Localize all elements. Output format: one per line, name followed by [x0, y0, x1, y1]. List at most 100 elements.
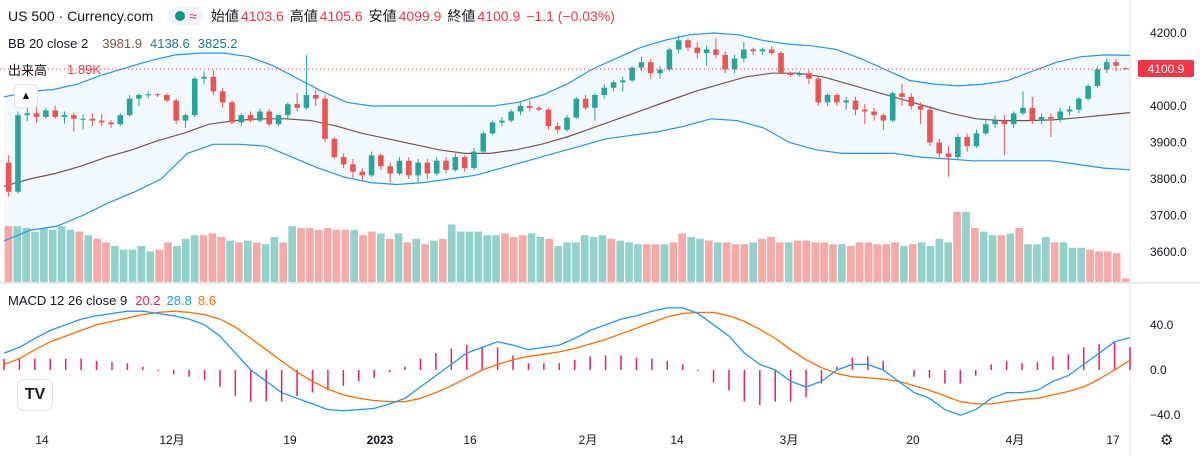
- volume-bar: [669, 242, 678, 282]
- candle-body: [71, 115, 77, 119]
- candle-body: [52, 110, 58, 117]
- candle-body: [98, 120, 105, 123]
- volume-bar: [48, 229, 57, 282]
- candle-body: [499, 120, 505, 123]
- gear-icon[interactable]: ⚙: [1160, 432, 1174, 449]
- price-axis-tick: 3600.0: [1150, 245, 1187, 259]
- volume-bar: [838, 244, 846, 282]
- candle-body: [1085, 85, 1091, 99]
- candle-body: [750, 49, 756, 52]
- candle-body: [955, 137, 961, 158]
- macd-axis-tick: 0.0: [1150, 363, 1167, 377]
- candle-body: [582, 98, 589, 108]
- volume-bar: [971, 228, 979, 282]
- volume-bar: [509, 237, 518, 282]
- volume-bar: [323, 228, 332, 282]
- volume-bar: [208, 233, 217, 282]
- candle-body: [89, 118, 96, 121]
- indicator-pill[interactable]: ≈: [167, 7, 203, 25]
- candle-body: [824, 95, 831, 103]
- candle-body: [173, 100, 179, 121]
- volume-bar: [128, 249, 137, 282]
- candle-body: [285, 104, 291, 116]
- volume-bar: [1050, 242, 1059, 282]
- symbol-title[interactable]: US 500 · Currency.com: [8, 8, 154, 24]
- bb-lower-value: 3825.2: [197, 36, 238, 51]
- volume-bar: [164, 242, 172, 282]
- volume-bar: [705, 240, 713, 282]
- volume-bar: [775, 242, 784, 282]
- candle-body: [796, 73, 803, 75]
- candle-body: [1057, 111, 1063, 119]
- macd-pane: [3, 307, 1131, 416]
- volume-bar: [474, 231, 483, 282]
- open-value: 4103.6: [240, 8, 284, 24]
- volume-bar: [110, 246, 119, 282]
- volume-bar: [651, 244, 660, 282]
- candle-body: [517, 106, 524, 112]
- volume-bar: [252, 242, 261, 282]
- candle-body: [340, 157, 347, 165]
- volume-bar: [1033, 244, 1041, 282]
- macd-axis-tick: 40.0: [1150, 318, 1174, 332]
- volume-bar: [767, 237, 775, 282]
- close-label: 終値: [447, 8, 476, 24]
- candle-body: [303, 95, 310, 108]
- candle-body: [443, 160, 449, 170]
- volume-bar: [421, 244, 429, 282]
- candle-body: [936, 142, 943, 154]
- volume-bar: [1121, 278, 1130, 282]
- volume-bar: [146, 251, 155, 282]
- macd-label: MACD 12 26 close 9: [8, 293, 128, 308]
- candle-body: [247, 115, 254, 121]
- bb-legend[interactable]: BB 20 close 2 3981.9 4138.6 3825.2: [8, 36, 238, 51]
- time-axis-tick: 20: [906, 433, 920, 447]
- volume-bar: [908, 244, 917, 282]
- candle-body: [982, 124, 989, 134]
- volume-bar: [447, 224, 456, 282]
- wave-icon: ≈: [189, 8, 197, 24]
- volume-bar: [332, 229, 341, 282]
- candle-body: [573, 98, 580, 118]
- volume-bar: [1086, 249, 1094, 282]
- candle-body: [1020, 107, 1026, 114]
- volume-bar: [199, 235, 208, 282]
- time-axis-tick: 2023: [367, 433, 394, 447]
- volume-bar: [119, 249, 128, 282]
- volume-label: 出来高: [8, 63, 48, 78]
- candle-body: [778, 53, 784, 74]
- volume-bar: [607, 238, 616, 282]
- bb-label: BB 20 close 2: [8, 36, 89, 51]
- volume-legend[interactable]: 出来高 1.89K: [8, 60, 101, 79]
- candle-body: [526, 106, 533, 108]
- volume-bar: [527, 233, 536, 282]
- candle-body: [1094, 69, 1101, 86]
- collapse-arrow-icon[interactable]: ▲: [14, 84, 38, 108]
- volume-bar: [1077, 247, 1086, 282]
- candle-body: [433, 160, 440, 174]
- volume-bar: [811, 242, 820, 282]
- candle-body: [973, 133, 980, 147]
- tradingview-logo-icon[interactable]: TV: [18, 380, 52, 410]
- candle-body: [880, 115, 887, 121]
- volume-bar: [288, 226, 296, 282]
- volume-bar: [102, 242, 110, 282]
- candle-body: [461, 157, 468, 169]
- candle-body: [610, 82, 617, 88]
- candle-body: [1122, 68, 1129, 70]
- volume-bar: [536, 237, 545, 282]
- candle-body: [647, 62, 654, 74]
- candle-body: [350, 164, 356, 172]
- header-row: US 500 · Currency.com ≈ 始値 4103.6 高値 4105.…: [8, 6, 621, 26]
- macd-legend[interactable]: MACD 12 26 close 9 20.2 28.8 8.6: [8, 293, 216, 308]
- candle-body: [117, 115, 124, 125]
- candle-body: [852, 100, 859, 110]
- candle-body: [1076, 98, 1082, 110]
- volume-bar: [394, 233, 403, 282]
- candle-body: [945, 153, 952, 158]
- volume-bar: [572, 242, 580, 282]
- eye-dot-icon: [175, 11, 186, 21]
- volume-bar: [793, 240, 802, 282]
